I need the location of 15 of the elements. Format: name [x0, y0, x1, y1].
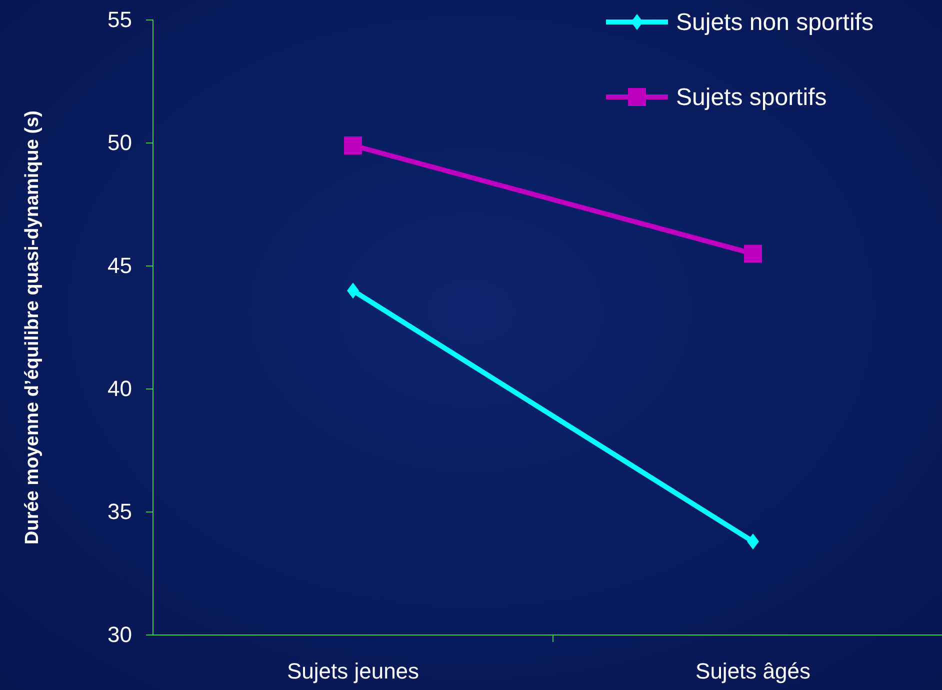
- y-tick-label: 50: [108, 130, 132, 156]
- y-tick-label: 30: [108, 622, 132, 648]
- point: [747, 534, 759, 550]
- legend-label: Sujets sportifs: [676, 84, 827, 111]
- y-tick-label: 55: [108, 7, 132, 32]
- y-axis-title: Durée moyenne d’équilibre quasi-dynamique (s): [22, 110, 43, 544]
- x-tick-label: Sujets âgés: [696, 658, 810, 684]
- y-tick-label: 45: [108, 253, 132, 278]
- y-tick-label: 40: [108, 376, 132, 402]
- point: [744, 244, 762, 263]
- point: [344, 136, 362, 154]
- legend-label: Sujets non sportifs: [676, 9, 874, 36]
- point: [347, 282, 359, 299]
- y-tick-label: 35: [108, 499, 132, 524]
- x-tick-label: Sujets jeunes: [286, 658, 420, 684]
